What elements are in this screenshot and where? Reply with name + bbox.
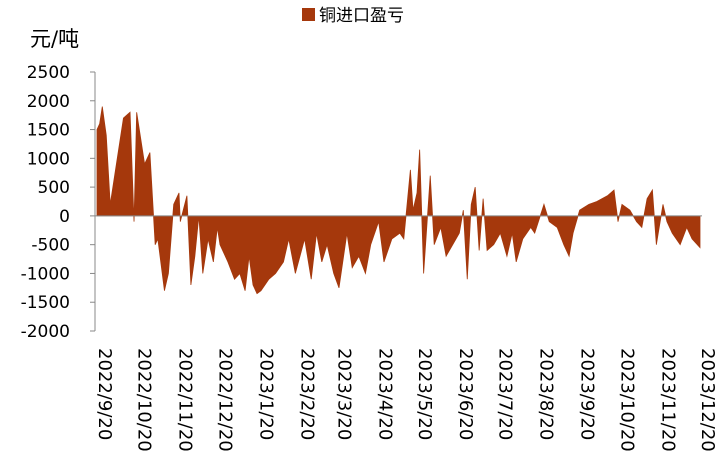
- x-tick-label: 2023/9/20: [577, 348, 598, 440]
- y-tick-label: -2000: [21, 322, 70, 342]
- x-tick-label: 2023/6/20: [455, 348, 476, 440]
- x-tick-label: 2023/11/20: [657, 348, 678, 452]
- x-tick-label: 2023/10/20: [616, 348, 637, 452]
- legend-label: 铜进口盈亏: [319, 6, 404, 26]
- x-tick-label: 2023/8/20: [536, 348, 557, 440]
- x-tick-label: 2023/7/20: [495, 348, 516, 440]
- y-tick-label: 2500: [27, 63, 70, 83]
- x-tick-label: 2023/3/20: [333, 348, 354, 440]
- legend-swatch: [302, 8, 315, 21]
- x-tick-label: 2022/9/20: [94, 348, 115, 440]
- x-tick-label: 2023/5/20: [414, 348, 435, 440]
- x-tick-label: 2022/12/20: [214, 348, 235, 452]
- y-tick-label: 1000: [27, 149, 70, 169]
- area: [96, 106, 701, 295]
- y-tick-label: 0: [59, 207, 70, 227]
- y-tick-label: -1000: [21, 264, 70, 284]
- y-tick-label: 500: [38, 178, 70, 198]
- x-tick-label: 2022/11/20: [175, 348, 196, 452]
- x-tick-label: 2023/12/20: [697, 348, 718, 452]
- x-tick-label: 2023/2/20: [296, 348, 317, 440]
- x-tick-label: 2022/10/20: [134, 348, 155, 452]
- x-tick-label: 2023/1/20: [255, 348, 276, 440]
- y-tick-label: -1500: [21, 293, 70, 313]
- y-tick-label: 2000: [27, 92, 70, 112]
- x-tick-label: 2023/4/20: [374, 348, 395, 440]
- y-tick-label: 1500: [27, 121, 70, 141]
- y-axis-label: 元/吨: [30, 27, 79, 51]
- y-tick-label: -500: [31, 236, 70, 256]
